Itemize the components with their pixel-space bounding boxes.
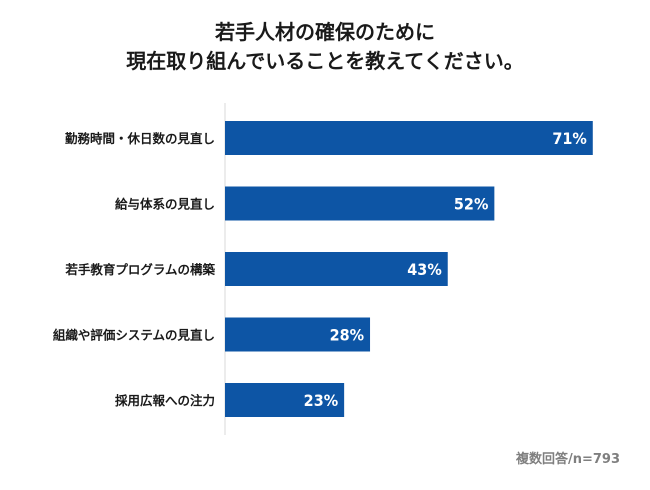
data-label: 43% [407, 260, 441, 279]
response-note: 複数回答/n=793 [515, 452, 620, 467]
category-label: 勤務時間・休日数の見直し [65, 131, 215, 146]
category-label: 採用広報への注力 [115, 393, 215, 408]
data-label: 71% [552, 129, 586, 148]
data-label: 52% [454, 195, 488, 214]
bar [225, 252, 448, 286]
chart-title: 若手人材の確保のために 現在取り組んでいることを教えてください。 [0, 18, 650, 76]
category-label: 組織や評価システムの見直し [53, 328, 215, 343]
bar [225, 186, 495, 221]
bar [225, 317, 371, 352]
bar [225, 383, 345, 417]
category-label: 若手教育プログラムの構築 [64, 262, 215, 277]
bar [225, 121, 593, 155]
chart-title-line-2: 現在取り組んでいることを教えてください。 [126, 49, 524, 73]
chart-title-line-1: 若手人材の確保のために [215, 20, 435, 44]
data-label: 28% [330, 326, 364, 345]
category-label: 給与体系の見直し [115, 197, 215, 212]
data-label: 23% [304, 391, 338, 410]
